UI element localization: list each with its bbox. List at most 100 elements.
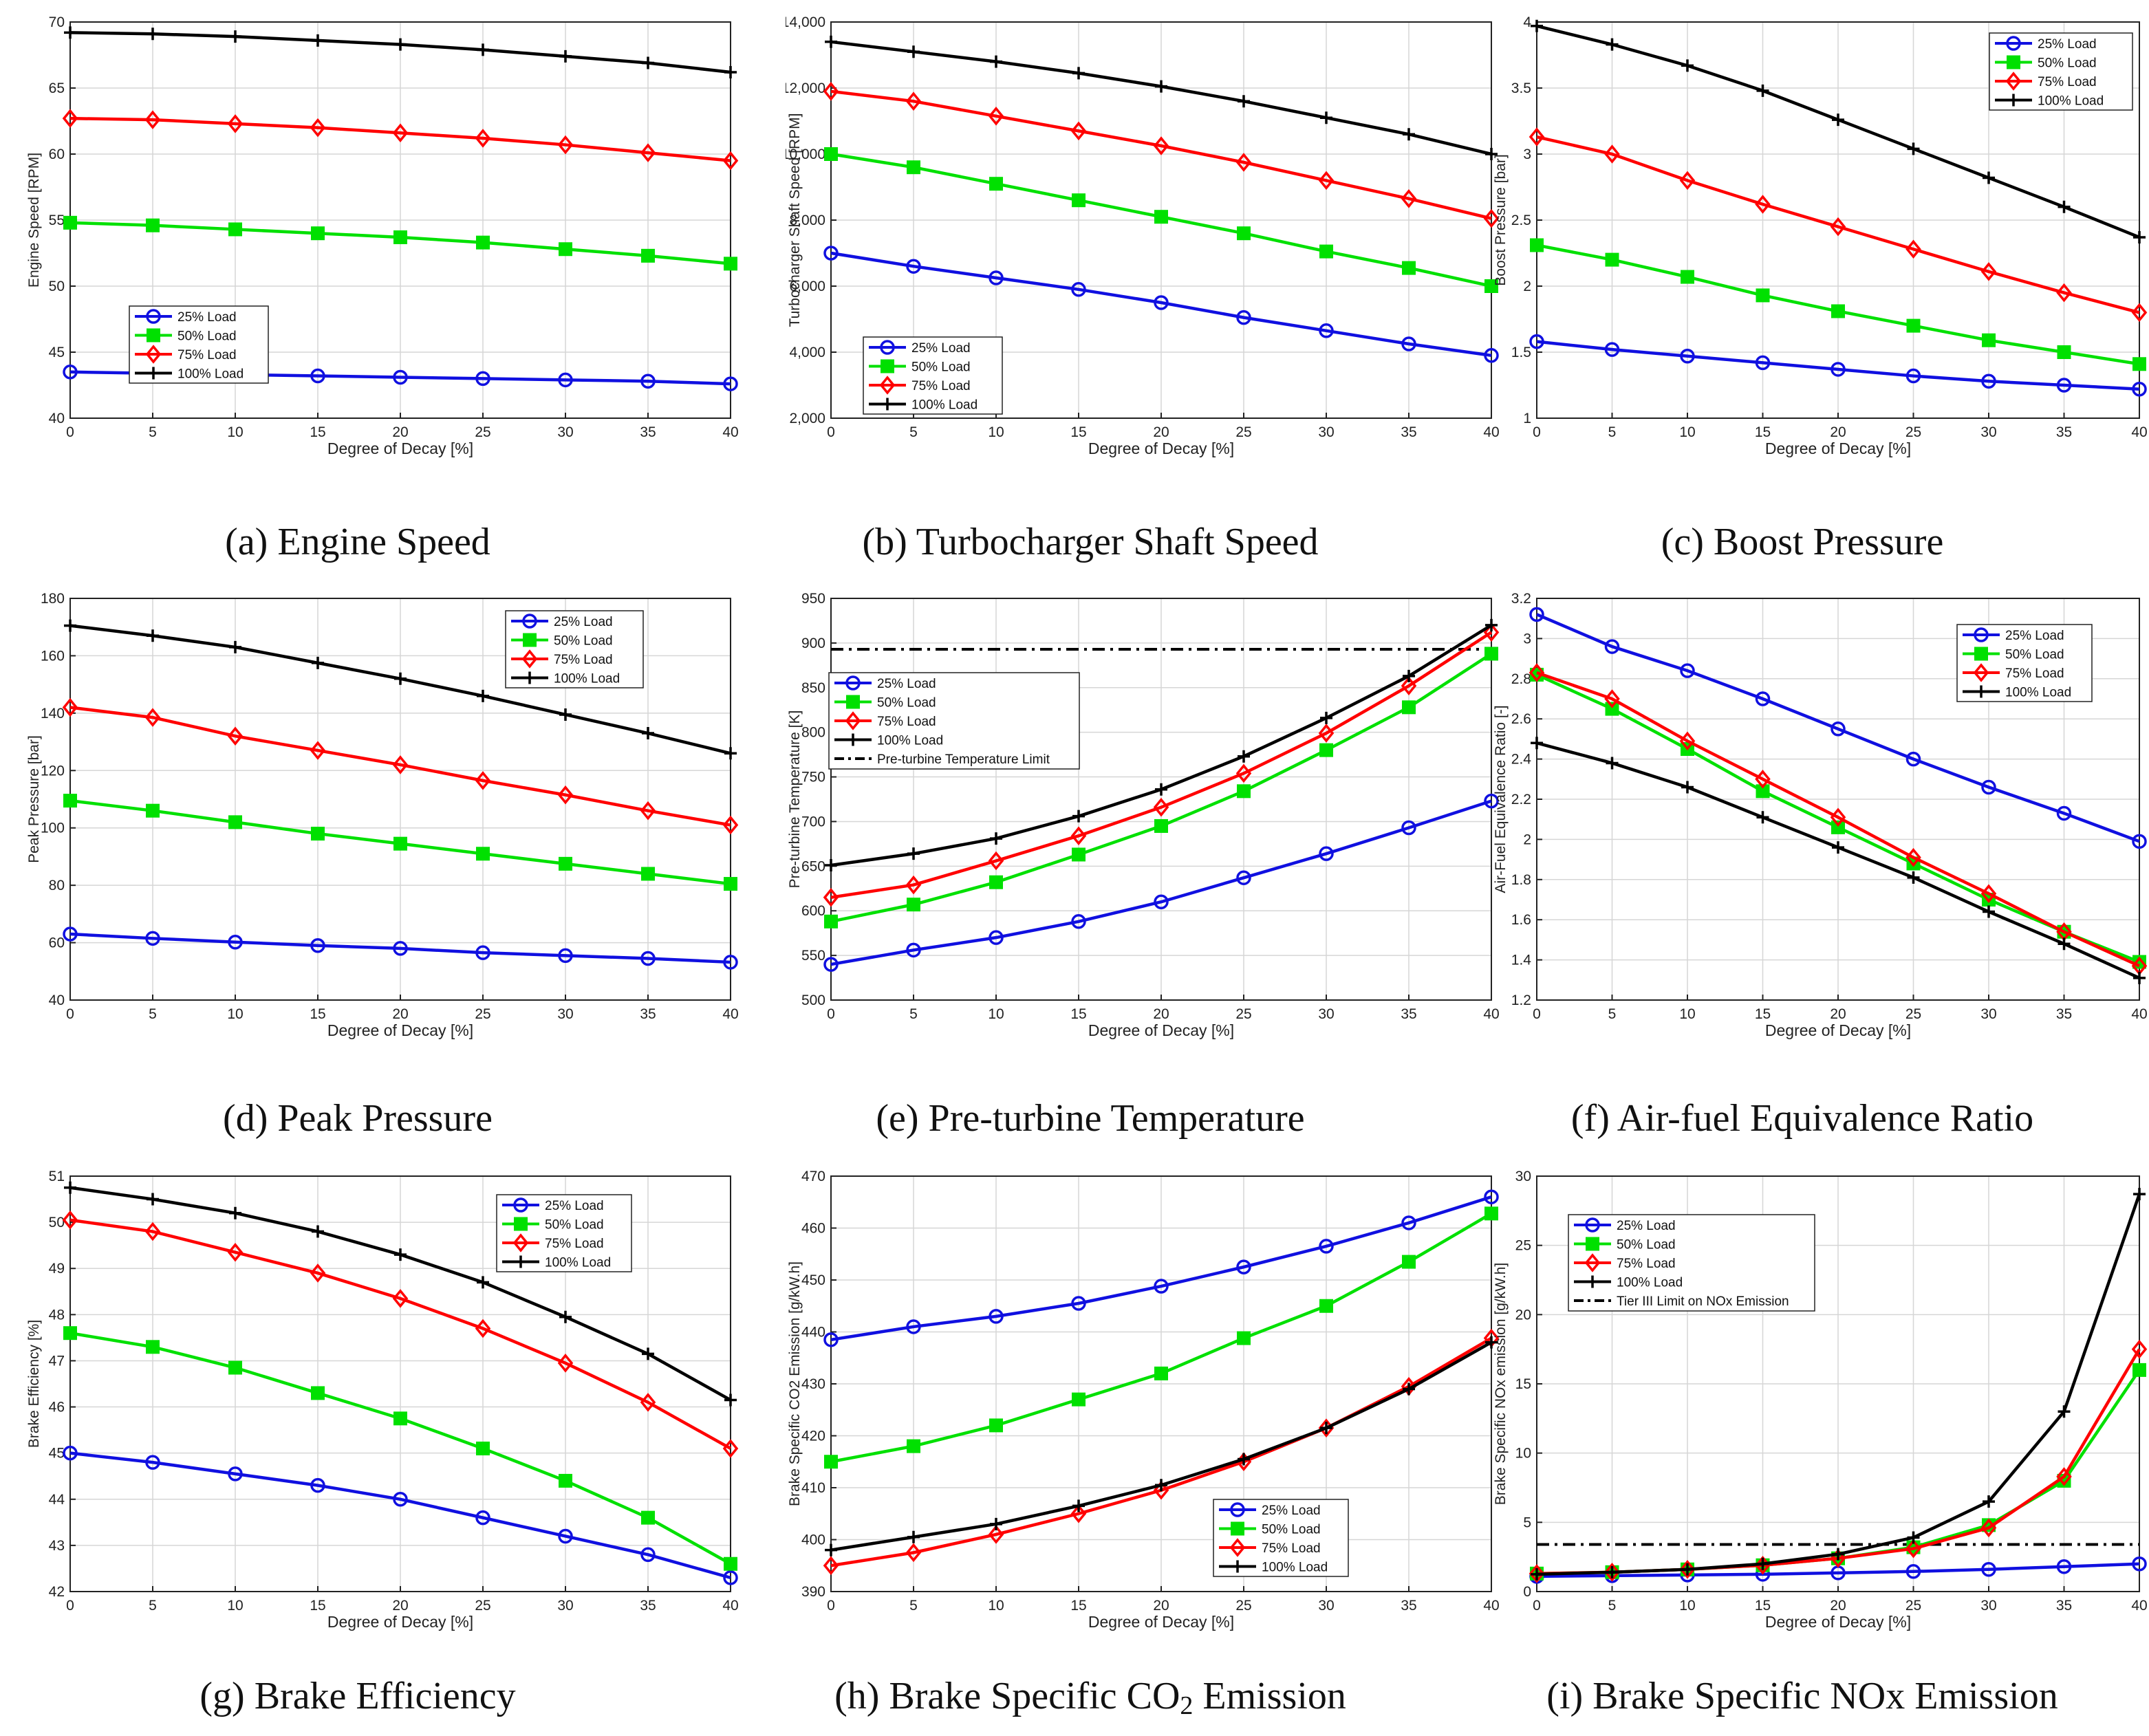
y-tick-label: 2.8 [1511, 671, 1531, 687]
data-point [907, 898, 920, 912]
x-tick-label: 0 [827, 1006, 835, 1022]
x-tick-label: 35 [1401, 1598, 1416, 1614]
data-point [640, 951, 656, 966]
legend-label: 100% Load [877, 734, 943, 748]
chart-svg-h: 390 400 410 420 430 440 450 460 470 0 5 10 15 20 25 30 3… [787, 1169, 1500, 1631]
x-tick-label: 40 [722, 1598, 738, 1614]
data-point [475, 771, 491, 790]
y-tick-label: 1.5 [1511, 345, 1531, 360]
data-point [557, 135, 574, 155]
x-tick-label: 30 [1980, 1006, 1996, 1022]
x-tick-label: 5 [1608, 1006, 1617, 1022]
data-point [1153, 1481, 1169, 1500]
y-tick-label: 900 [801, 636, 825, 651]
data-point [2132, 1363, 2146, 1377]
data-point [1755, 691, 1771, 706]
data-point [1531, 737, 1543, 750]
x-tick-label: 35 [2056, 1598, 2072, 1614]
chart-svg-i: 0 5 10 15 20 25 30 0 5 10 15 20 25 30 35 40 Degree of De… [1493, 1169, 2148, 1631]
data-point [1755, 355, 1771, 371]
legend-box [1956, 624, 2093, 702]
data-point [1604, 689, 1620, 708]
data-point [1531, 19, 1543, 32]
data-point [2133, 1188, 2146, 1201]
legend-label: 100% Load [2038, 94, 2104, 109]
x-tick-label: 20 [1830, 1598, 1846, 1614]
x-tick-label: 40 [1483, 1598, 1499, 1614]
series-line [69, 706, 731, 827]
data-point [1484, 647, 1498, 661]
series-line [830, 1195, 1492, 1342]
data-point [1530, 238, 1544, 252]
x-tick-label: 25 [475, 1598, 490, 1614]
caption-text: (g) Brake Efficiency [199, 1675, 516, 1717]
chart-h: 390 400 410 420 430 440 450 460 470 0 5 10 15 20 25 30 3… [786, 1161, 1501, 1634]
y-tick-label: 70 [49, 14, 65, 30]
data-point [228, 1466, 243, 1482]
data-point [1679, 1560, 1696, 1579]
x-tick-label: 35 [640, 424, 656, 440]
y-tick-label: 43 [49, 1538, 65, 1554]
data-point [2132, 834, 2147, 849]
data-point [63, 926, 78, 942]
y-tick-label: 45 [49, 1446, 65, 1462]
data-point [1401, 820, 1416, 836]
data-point [1983, 1495, 1995, 1508]
y-tick-label: 1.6 [1511, 912, 1531, 928]
series-line [1536, 1562, 2140, 1578]
data-point [1484, 279, 1498, 293]
y-tick-label: 60 [49, 935, 65, 951]
x-tick-label: 40 [1483, 1006, 1499, 1022]
x-tick-label: 10 [1679, 1598, 1695, 1614]
y-tick-label: 2.6 [1511, 711, 1531, 727]
data-point [825, 1543, 837, 1556]
y-tick-label: 470 [801, 1169, 825, 1184]
x-tick-label: 20 [392, 1006, 408, 1022]
y-tick-label: 4 [1523, 14, 1531, 30]
series-4 [1531, 19, 2146, 243]
data-point [907, 160, 920, 175]
chart-b: 2,000 4,000 6,000 8,000 10,000 12,000 14,000 0 5… [786, 7, 1501, 461]
y-tick-label: 2 [1523, 832, 1531, 847]
y-tick-label: 650 [801, 858, 825, 874]
data-point [1981, 1562, 1996, 1577]
data-point [1483, 622, 1500, 642]
x-axis-label: Degree of Decay [%] [1765, 1613, 1911, 1631]
legend-marker [522, 614, 537, 629]
series-4 [825, 35, 1498, 160]
data-point [2056, 1559, 2072, 1574]
series-1 [823, 793, 1499, 972]
legend-label: 75% Load [554, 653, 613, 667]
x-tick-label: 15 [1070, 1598, 1086, 1614]
y-tick-label: 45 [49, 345, 65, 360]
caption-d: (d) Peak Pressure [0, 1096, 715, 1140]
x-tick-label: 0 [66, 424, 74, 440]
data-point [227, 114, 244, 133]
y-tick-label: 100 [41, 821, 65, 836]
x-tick-label: 20 [1830, 424, 1846, 440]
data-point [2058, 200, 2071, 213]
data-point [227, 726, 244, 746]
data-point [63, 1326, 77, 1341]
data-point [1154, 1279, 1169, 1294]
legend-label: 50% Load [1617, 1238, 1676, 1252]
series-3 [823, 622, 1500, 907]
data-point [824, 914, 838, 929]
data-point [1832, 841, 1844, 854]
x-tick-label: 25 [1235, 1598, 1251, 1614]
data-point [1401, 676, 1417, 695]
data-point [1680, 663, 1695, 678]
data-point [905, 875, 922, 895]
data-point [559, 1473, 572, 1488]
data-point [1402, 700, 1416, 715]
data-point [146, 218, 160, 232]
data-point [1606, 757, 1619, 770]
y-tick-label: 430 [801, 1376, 825, 1392]
legend-label: 75% Load [177, 348, 237, 362]
x-tick-label: 35 [2056, 1006, 2072, 1022]
data-point [1072, 193, 1086, 208]
x-tick-label: 5 [1608, 1598, 1617, 1614]
x-tick-label: 15 [1755, 1598, 1771, 1614]
legend-marker [1231, 1521, 1244, 1536]
data-point [1681, 781, 1694, 794]
